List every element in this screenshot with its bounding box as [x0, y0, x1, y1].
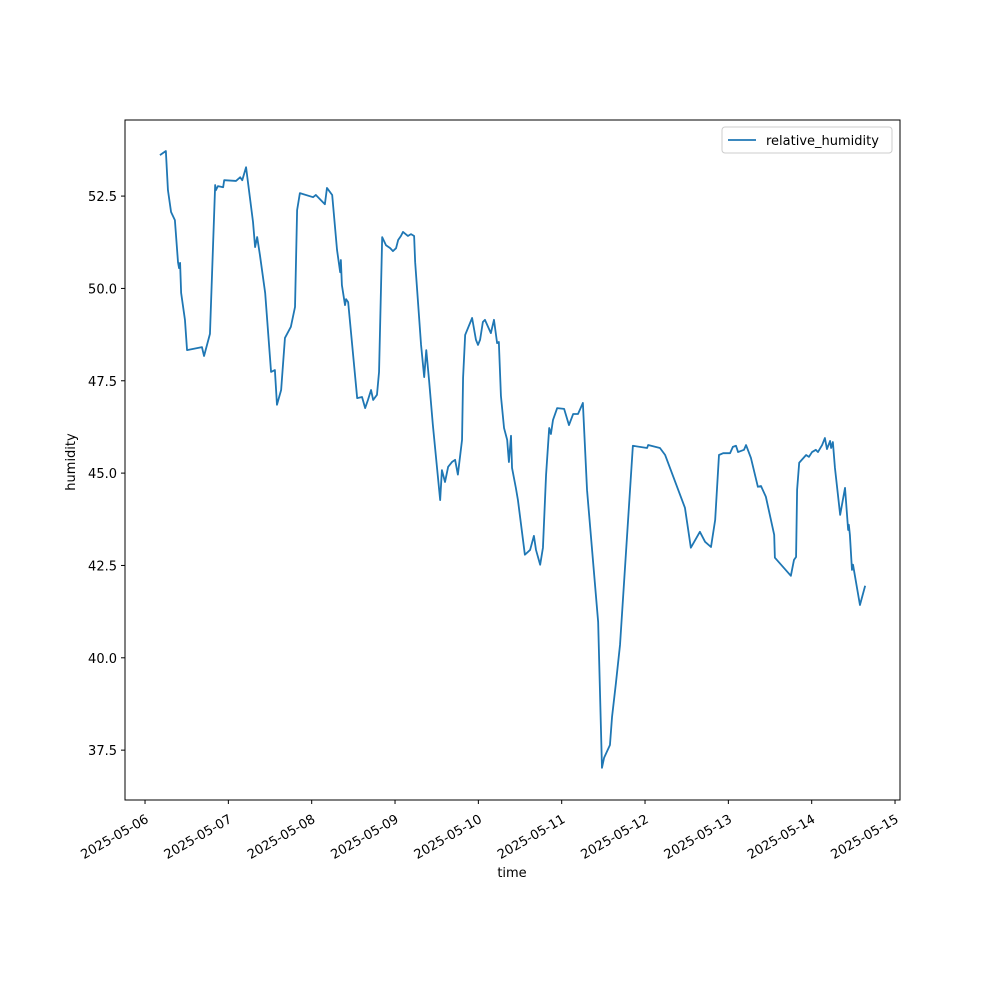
y-tick-label: 42.5: [88, 559, 117, 574]
y-tick-label: 45.0: [88, 467, 117, 482]
x-tick-label: 2025-05-08: [245, 812, 318, 863]
legend-box: [721, 126, 893, 154]
y-tick-label: 37.5: [88, 744, 117, 759]
x-tick-label: 2025-05-13: [662, 812, 735, 863]
x-tick-label: 2025-05-14: [745, 812, 818, 863]
legend-label: relative_humidity: [766, 134, 879, 149]
data-line: [159, 150, 867, 769]
plot-frame: [124, 119, 901, 801]
x-tick-label: 2025-05-07: [162, 812, 235, 863]
y-tick-label: 50.0: [88, 282, 117, 297]
x-tick-label: 2025-05-10: [412, 812, 485, 863]
x-tick-label: 2025-05-06: [78, 812, 151, 863]
y-tick-label: 40.0: [88, 652, 117, 667]
x-tick-label: 2025-05-11: [495, 812, 568, 863]
y-tick-label: 47.5: [88, 375, 117, 390]
x-tick-label: 2025-05-15: [828, 812, 901, 863]
y-axis-label: humidity: [64, 433, 79, 491]
x-tick-label: 2025-05-12: [578, 812, 651, 863]
x-tick-label: 2025-05-09: [328, 812, 401, 863]
x-axis-label: time: [497, 866, 526, 881]
y-tick-label: 52.5: [88, 190, 117, 205]
